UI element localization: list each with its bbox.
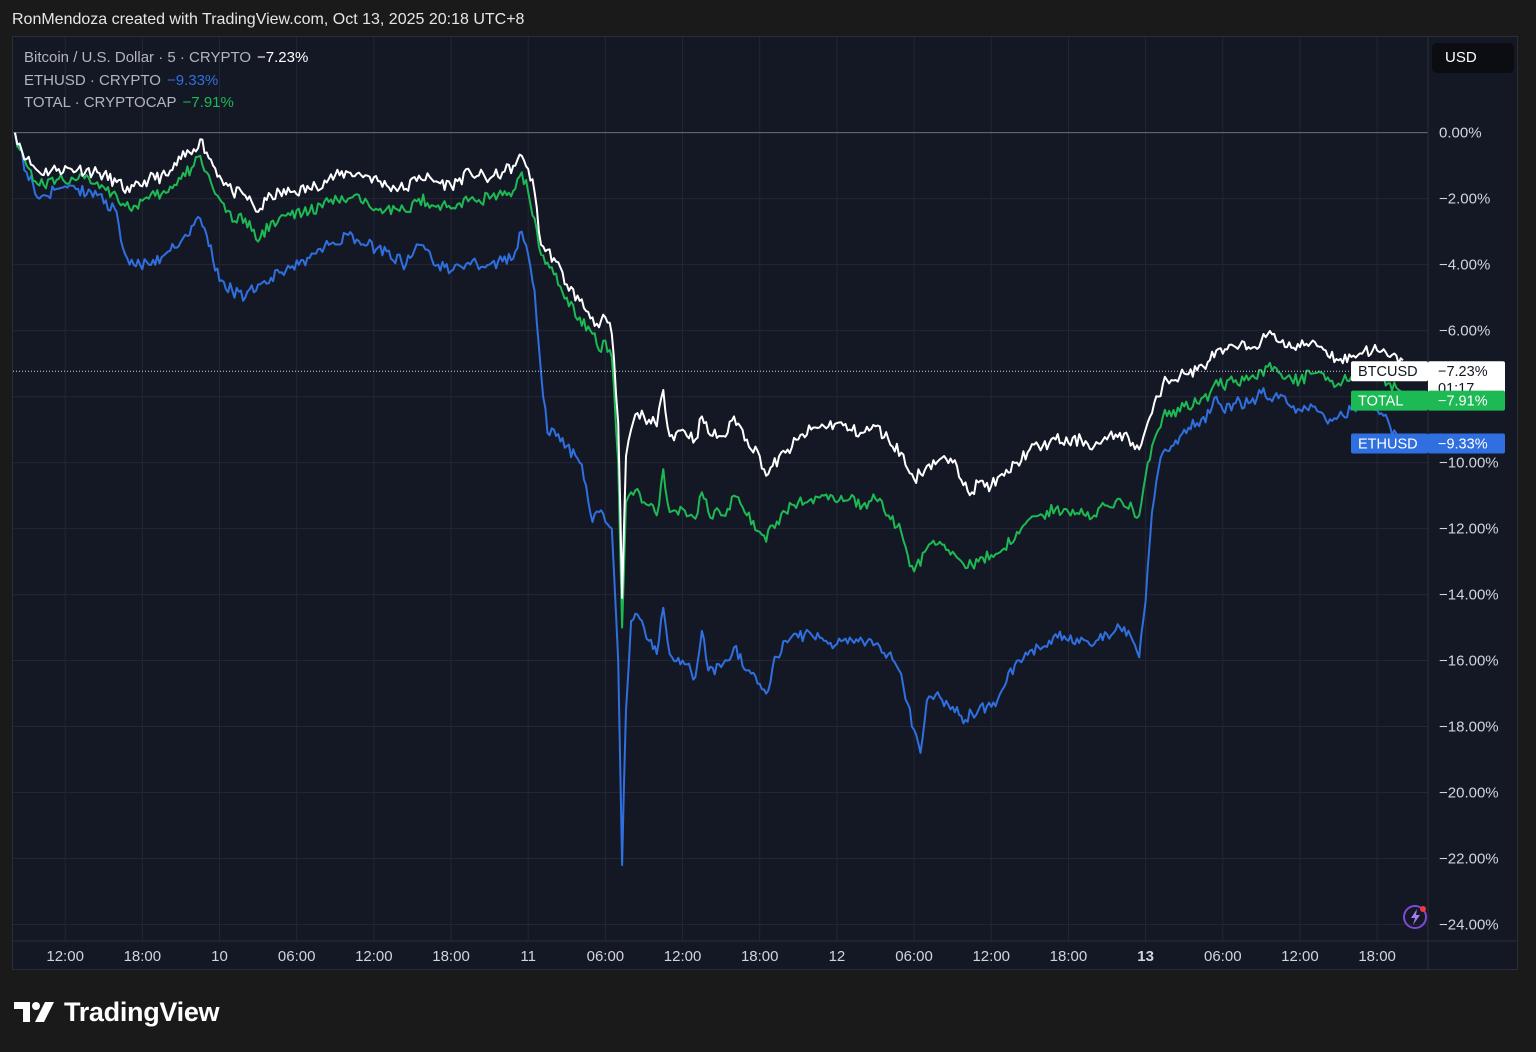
x-tick-label: 13 <box>1137 948 1154 965</box>
tradingview-wordmark: TradingView <box>64 996 220 1027</box>
price-tag-name: ETHUSD <box>1358 437 1418 453</box>
legend-change-total: −7.91% <box>182 94 234 111</box>
price-tag-name-box <box>1351 433 1428 454</box>
price-chart[interactable]: 0.00% −2.00% −4.00% −6.00% −10.00% −12.00% −14… <box>13 37 1518 970</box>
x-tick-label: 18:00 <box>1358 948 1396 965</box>
tradingview-logo[interactable]: TradingView <box>14 996 220 1028</box>
legend-label-btc: Bitcoin / U.S. Dollar · 5 · CRYPTO <box>24 49 252 66</box>
lightning-icon[interactable] <box>1403 905 1427 929</box>
x-tick-label: 06:00 <box>587 948 625 965</box>
price-tag-name-box <box>1351 390 1428 411</box>
price-tag-name-box <box>1351 361 1428 382</box>
price-tag-value: −7.91% <box>1438 394 1488 410</box>
x-tick-label: 06:00 <box>278 948 316 965</box>
x-tick-label: 12:00 <box>972 948 1010 965</box>
y-tick-label: −4.00% <box>1439 257 1490 274</box>
price-tag-eth: ETHUSD −9.33% <box>1351 433 1505 454</box>
legend-row-btc[interactable]: Bitcoin / U.S. Dollar · 5 · CRYPTO −7.23% <box>24 47 308 70</box>
price-tag-value: −9.33% <box>1438 437 1488 453</box>
y-tick-label: −12.00% <box>1439 521 1499 538</box>
x-axis[interactable]: 12:00 18:00 10 06:00 12:00 18:00 11 06:00 12:00 1… <box>13 940 1518 965</box>
price-tag-value: −7.23% <box>1438 364 1488 380</box>
price-tag-value-box <box>1428 361 1505 398</box>
price-tag-name: BTCUSD <box>1358 364 1418 380</box>
y-tick-label: −14.00% <box>1439 587 1499 604</box>
price-tag-value-box <box>1428 433 1505 454</box>
y-tick-label: −10.00% <box>1439 455 1499 472</box>
series-line-btcusd <box>14 132 1404 599</box>
x-tick-label: 06:00 <box>895 948 933 965</box>
legend-row-eth[interactable]: ETHUSD · CRYPTO −9.33% <box>24 70 308 93</box>
grid-layer <box>13 37 1428 941</box>
x-tick-label: 12 <box>829 948 846 965</box>
legend-change-btc: −7.23% <box>257 49 309 66</box>
legend-label-eth: ETHUSD · CRYPTO <box>24 71 161 89</box>
x-tick-label: 12:00 <box>46 948 84 965</box>
x-tick-label: 12:00 <box>664 948 702 965</box>
y-tick-label: −2.00% <box>1439 191 1490 208</box>
x-tick-label: 12:00 <box>1281 948 1319 965</box>
price-tag-value-box <box>1428 390 1505 411</box>
legend-row-total[interactable]: TOTAL · CRYPTOCAP −7.91% <box>24 92 308 115</box>
series-line-ethusd <box>14 132 1404 867</box>
price-tag-total: TOTAL −7.91% <box>1351 390 1505 411</box>
y-tick-label: 0.00% <box>1439 125 1482 142</box>
x-tick-label: 06:00 <box>1204 948 1242 965</box>
series-legend: Bitcoin / U.S. Dollar · 5 · CRYPTO −7.23%… <box>24 47 308 115</box>
chart-panel[interactable]: 0.00% −2.00% −4.00% −6.00% −10.00% −12.00% −14… <box>12 36 1518 970</box>
x-tick-label: 18:00 <box>1050 948 1088 965</box>
x-tick-label: 18:00 <box>741 948 779 965</box>
y-tick-label: −6.00% <box>1439 323 1490 340</box>
legend-change-eth: −9.33% <box>166 71 219 89</box>
y-tick-label: −18.00% <box>1439 719 1499 736</box>
y-tick-label: −16.00% <box>1439 653 1499 670</box>
series-layer <box>14 132 1404 867</box>
x-tick-label: 11 <box>520 948 536 965</box>
x-tick-label: 12:00 <box>355 948 393 965</box>
currency-button[interactable]: USD <box>1432 43 1514 73</box>
price-tag-btc: BTCUSD −7.23%01:17 <box>1351 361 1505 398</box>
x-tick-label: 18:00 <box>432 948 470 965</box>
series-line-total <box>14 132 1404 629</box>
price-tag-name: TOTAL <box>1358 394 1403 410</box>
x-tick-label: 10 <box>211 948 228 965</box>
y-tick-label: −20.00% <box>1439 785 1499 802</box>
tradingview-logo-icon <box>14 1002 54 1022</box>
x-tick-label: 18:00 <box>124 948 162 965</box>
chart-caption: RonMendoza created with TradingView.com,… <box>12 11 525 28</box>
legend-label-total: TOTAL · CRYPTOCAP <box>24 94 177 111</box>
y-axis[interactable]: 0.00% −2.00% −4.00% −6.00% −10.00% −12.00% −14… <box>1427 37 1499 970</box>
y-tick-label: −24.00% <box>1439 917 1499 934</box>
y-tick-label: −22.00% <box>1439 851 1499 868</box>
